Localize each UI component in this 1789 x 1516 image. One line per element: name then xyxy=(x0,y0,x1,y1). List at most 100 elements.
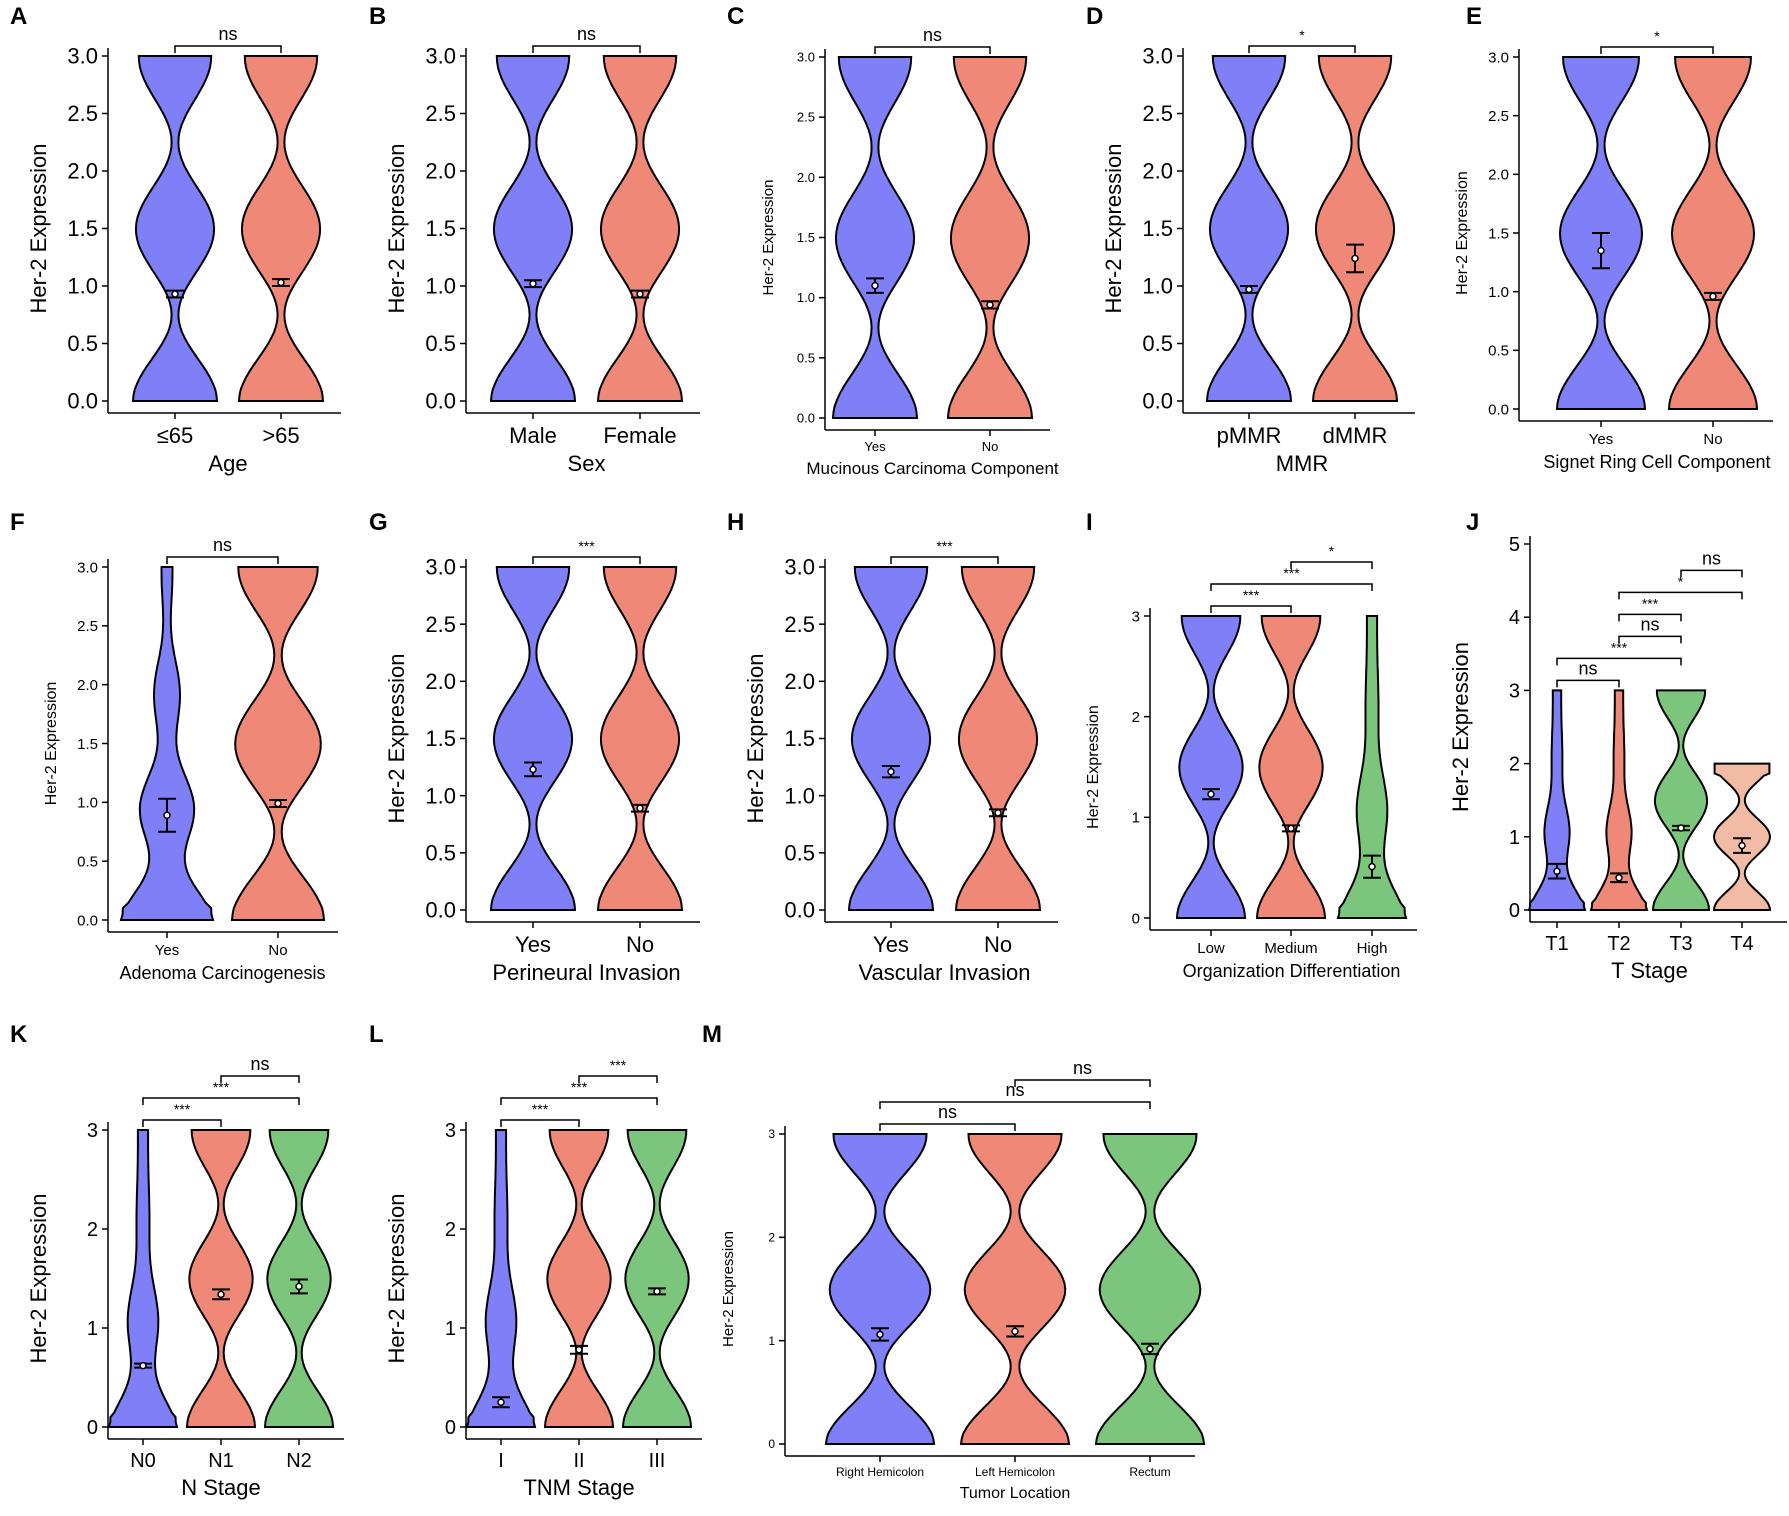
mean-point xyxy=(1615,874,1623,882)
panel-label: I xyxy=(1086,509,1093,536)
violin-Yes xyxy=(831,56,919,419)
x-tick-label: Female xyxy=(603,423,676,448)
x-axis-title: N Stage xyxy=(181,1475,261,1500)
x-tick-label: pMMR xyxy=(1217,423,1282,448)
y-tick-label: 2.5 xyxy=(425,612,456,637)
panel-label: L xyxy=(369,1021,384,1048)
panel-label: C xyxy=(727,3,744,30)
mean-point xyxy=(295,1282,303,1291)
y-tick-label: 3 xyxy=(87,1120,98,1142)
mean-point xyxy=(876,1330,884,1339)
y-axis-title: Her-2 Expression xyxy=(720,1231,737,1347)
y-tick-label: 2 xyxy=(1132,709,1140,726)
y-tick-label: 0.0 xyxy=(77,912,98,929)
violin-T2 xyxy=(1589,689,1649,911)
x-tick-label: Left Hemicolon xyxy=(975,1465,1055,1479)
mean-point xyxy=(274,799,282,808)
x-tick-label: N2 xyxy=(286,1450,312,1472)
mean-point xyxy=(217,1290,225,1299)
y-tick-label: 2.0 xyxy=(425,159,456,184)
x-tick-label: No xyxy=(984,932,1012,957)
mean-point xyxy=(529,765,537,774)
significance-label: *** xyxy=(936,538,953,554)
significance-label: *** xyxy=(1642,595,1659,611)
panel-F: F 0.0 0.5 1.0 1.5 2.0 2.5 3.0 Her-2 Expression Ye… xyxy=(10,509,338,983)
y-tick-label: 0 xyxy=(1509,900,1520,922)
significance-bracket xyxy=(1210,583,1373,591)
significance-label: ns xyxy=(577,24,596,44)
y-tick-label: 2.0 xyxy=(784,669,815,694)
x-tick-label: I xyxy=(498,1450,504,1472)
panel-D: D 0.0 0.5 1.0 1.5 2.0 2.5 3.0 Her-2 Expression pM… xyxy=(1086,3,1415,476)
y-tick-label: 1.5 xyxy=(797,230,815,245)
panel-label: A xyxy=(10,3,27,30)
significance-label: *** xyxy=(610,1057,627,1073)
x-axis-title: Vascular Invasion xyxy=(858,960,1030,985)
significance-bracket xyxy=(1556,679,1620,688)
panel-label: J xyxy=(1466,509,1479,536)
y-tick-label: 3.0 xyxy=(1488,49,1509,66)
y-tick-label: 0.5 xyxy=(797,350,815,365)
significance-label: ns xyxy=(923,25,942,45)
mean-point xyxy=(1553,867,1561,875)
y-tick-label: 3 xyxy=(1132,608,1140,625)
y-tick-label: 3.0 xyxy=(67,44,98,69)
panel-label: M xyxy=(702,1021,722,1048)
x-tick-label: Yes xyxy=(1589,431,1613,448)
violin-T4 xyxy=(1712,762,1772,911)
y-axis-title: Her-2 Expression xyxy=(1085,705,1102,829)
panel-label: H xyxy=(727,509,744,536)
y-tick-label: 0.5 xyxy=(425,841,456,866)
mean-point xyxy=(1207,790,1215,798)
x-axis-title: Mucinous Carcinoma Component xyxy=(806,459,1059,478)
y-tick-label: 2.5 xyxy=(784,612,815,637)
violin-T3 xyxy=(1651,689,1711,911)
y-tick-label: 2.5 xyxy=(77,618,98,635)
mean-point xyxy=(1351,254,1359,263)
significance-bracket xyxy=(174,45,282,53)
significance-bracket xyxy=(1290,561,1373,569)
y-tick-label: 3.0 xyxy=(425,44,456,69)
violin-High xyxy=(1336,615,1408,919)
y-tick-label: 2.0 xyxy=(67,159,98,184)
y-tick-label: 2.5 xyxy=(1488,108,1509,125)
y-axis-title: Her-2 Expression xyxy=(26,144,51,314)
violin->65 xyxy=(237,55,325,402)
violin-Rectum xyxy=(1094,1133,1206,1445)
significance-label: * xyxy=(1329,543,1335,559)
y-axis-title: Her-2 Expression xyxy=(384,1194,409,1364)
y-tick-label: 0.0 xyxy=(1488,401,1509,418)
y-tick-label: 3 xyxy=(768,1127,775,1141)
panel-label: G xyxy=(369,509,388,536)
y-tick-label: 1.5 xyxy=(67,216,98,241)
y-tick-label: 0.5 xyxy=(1488,343,1509,360)
significance-bracket xyxy=(1556,657,1682,666)
x-axis-title: Organization Differentiation xyxy=(1183,961,1401,981)
y-tick-label: 1 xyxy=(87,1318,98,1340)
significance-bracket xyxy=(532,45,641,53)
x-axis-title: T Stage xyxy=(1611,958,1688,983)
y-tick-label: 0 xyxy=(1132,910,1140,927)
mean-point xyxy=(1146,1345,1154,1353)
y-tick-label: 2 xyxy=(768,1231,775,1245)
x-tick-label: Yes xyxy=(155,942,179,959)
significance-label: * xyxy=(1299,27,1305,43)
significance-bracket xyxy=(1680,569,1743,578)
y-tick-label: 1.0 xyxy=(425,274,456,299)
y-tick-label: 0.5 xyxy=(67,331,98,356)
mean-point xyxy=(163,811,171,820)
significance-label: *** xyxy=(578,538,595,554)
significance-label: * xyxy=(1654,28,1660,44)
y-tick-label: 0 xyxy=(87,1417,98,1439)
y-tick-label: 2.5 xyxy=(797,110,815,125)
y-axis-title: Her-2 Expression xyxy=(384,144,409,314)
significance-bracket xyxy=(879,1101,1151,1109)
significance-bracket xyxy=(142,1119,222,1127)
x-axis-title: Perineural Invasion xyxy=(492,960,680,985)
mean-point xyxy=(575,1346,583,1354)
x-tick-label: Yes xyxy=(873,932,909,957)
y-tick-label: 0.0 xyxy=(67,389,98,414)
y-axis-title: Her-2 Expression xyxy=(1448,642,1473,812)
y-tick-label: 5 xyxy=(1509,534,1520,556)
y-tick-label: 1.5 xyxy=(425,216,456,241)
